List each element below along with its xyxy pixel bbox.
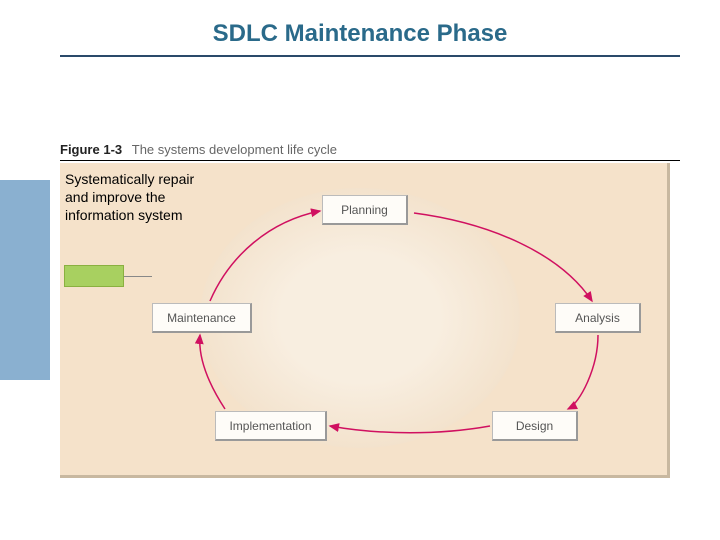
- edge-planning-analysis: [414, 213, 592, 301]
- edge-design-implementation: [330, 426, 490, 433]
- node-analysis: Analysis: [555, 303, 641, 333]
- node-maintenance: Maintenance: [152, 303, 252, 333]
- figure-label: Figure 1-3 The systems development life …: [60, 142, 337, 157]
- pointer-line: [124, 276, 152, 277]
- figure-separator: [60, 160, 680, 161]
- node-planning: Planning: [322, 195, 408, 225]
- title-underline: [60, 55, 680, 57]
- left-stripe: [0, 180, 50, 380]
- node-design: Design: [492, 411, 578, 441]
- figure-number: Figure 1-3: [60, 142, 122, 157]
- figure-caption: The systems development life cycle: [132, 142, 337, 157]
- phase-description: Systematically repair and improve the in…: [65, 170, 200, 225]
- page-title: SDLC Maintenance Phase: [0, 20, 720, 48]
- node-implementation: Implementation: [215, 411, 327, 441]
- edge-implementation-maintenance: [200, 335, 225, 409]
- edge-maintenance-planning: [210, 211, 320, 301]
- edge-analysis-design: [568, 335, 598, 409]
- pointer-highlight: [64, 265, 124, 287]
